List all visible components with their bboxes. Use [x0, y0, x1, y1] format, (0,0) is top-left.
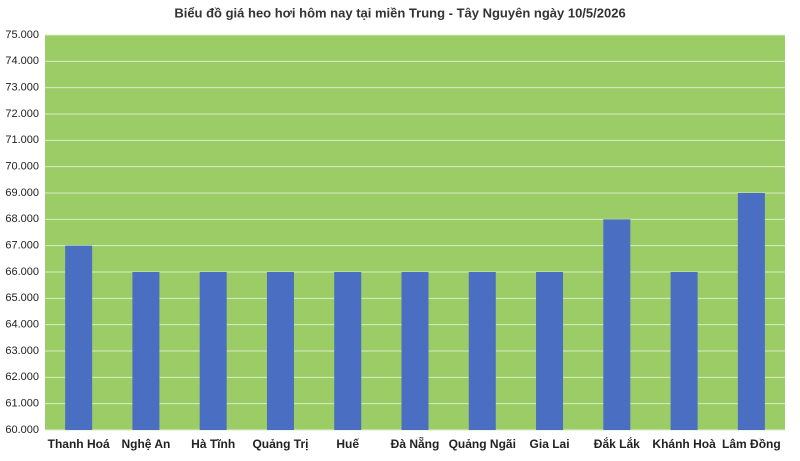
- y-tick-label: 65.000: [5, 292, 39, 304]
- x-tick-label: Khánh Hoà: [652, 437, 716, 451]
- x-tick-label: Thanh Hoá: [48, 437, 110, 451]
- y-tick-label: 66.000: [5, 266, 39, 278]
- bar: [266, 272, 294, 430]
- chart-title: Biểu đồ giá heo hơi hôm nay tại miền Tru…: [174, 5, 625, 20]
- y-tick-label: 72.000: [5, 108, 39, 120]
- y-tick-label: 67.000: [5, 240, 39, 252]
- y-tick-label: 64.000: [5, 319, 39, 331]
- bar: [65, 245, 93, 430]
- y-tick-label: 70.000: [5, 161, 39, 173]
- y-tick-label: 75.000: [5, 29, 39, 41]
- x-tick-label: Quảng Trị: [252, 437, 308, 451]
- bar: [401, 272, 429, 430]
- x-tick-label: Huế: [336, 437, 359, 451]
- y-tick-label: 63.000: [5, 345, 39, 357]
- y-tick-label: 73.000: [5, 82, 39, 94]
- y-tick-label: 68.000: [5, 213, 39, 225]
- bar: [670, 272, 698, 430]
- y-tick-label: 61.000: [5, 398, 39, 410]
- bar: [468, 272, 496, 430]
- x-tick-label: Gia Lai: [530, 437, 570, 451]
- bar: [536, 272, 564, 430]
- y-tick-label: 71.000: [5, 134, 39, 146]
- x-tick-label: Lâm Đồng: [722, 437, 781, 451]
- y-tick-label: 74.000: [5, 55, 39, 67]
- x-tick-label: Hà Tĩnh: [191, 437, 235, 451]
- y-tick-label: 62.000: [5, 371, 39, 383]
- x-tick-label: Đắk Lắk: [594, 436, 640, 451]
- bar: [334, 272, 362, 430]
- x-tick-label: Nghệ An: [121, 437, 170, 451]
- bar: [199, 272, 227, 430]
- bar: [132, 272, 160, 430]
- x-tick-label: Quảng Ngãi: [449, 437, 516, 451]
- y-tick-label: 69.000: [5, 187, 39, 199]
- bar: [737, 193, 765, 430]
- bar: [603, 219, 631, 430]
- x-tick-label: Đà Nẵng: [391, 436, 440, 451]
- y-tick-label: 60.000: [5, 424, 39, 436]
